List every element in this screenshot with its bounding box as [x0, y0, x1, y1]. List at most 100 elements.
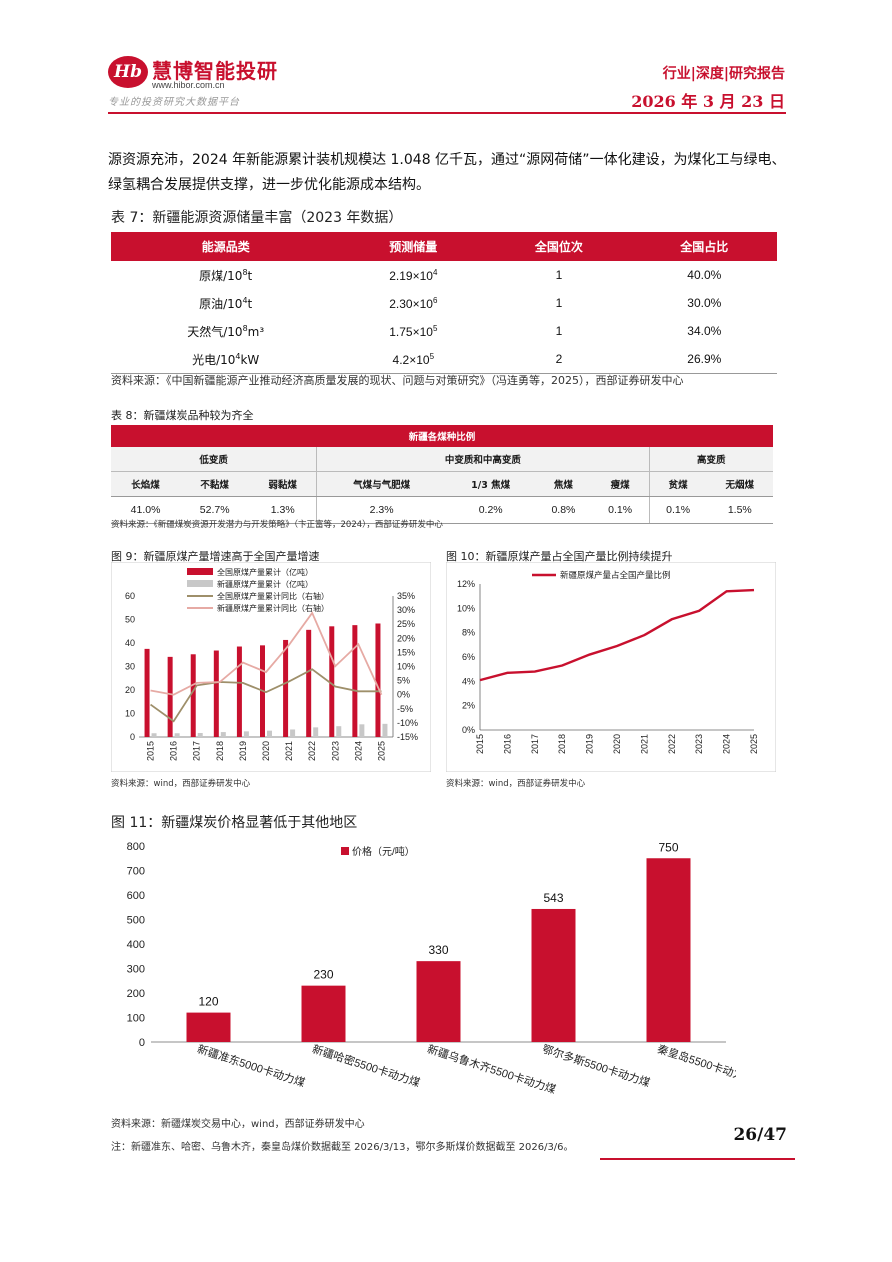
- header-divider: [108, 112, 786, 114]
- fig11-title: 图 11：新疆煤炭价格显著低于其他地区: [111, 815, 358, 831]
- table8-type-row: 长焰煤 不黏煤 弱黏煤 气煤与气肥煤 1/3 焦煤 焦煤 瘦煤 贫煤 无烟煤: [111, 471, 773, 497]
- y-tick-label-left: 40: [125, 638, 135, 648]
- x-tick-label: 2017: [530, 734, 540, 754]
- fig10-chart: 0% 2% 4% 6% 8% 10% 12% 2015 2016 2017 2018 2019 2020…: [446, 562, 776, 772]
- table7-cell-share: 34.0%: [687, 324, 722, 338]
- logo-url: www.hibor.com.cn: [152, 80, 225, 90]
- name-unit: m³: [247, 324, 265, 339]
- table7-header: 预测储量: [340, 232, 487, 261]
- table7-cell-reserve: 2.19×104: [340, 261, 486, 289]
- name-base: 原煤/10: [199, 268, 243, 283]
- report-date: 2026 年 3 月 23 日: [631, 92, 785, 111]
- data-label: 543: [543, 891, 563, 905]
- bar-xinjiang: [220, 732, 226, 737]
- x-tick-label: 2023: [330, 741, 340, 761]
- y-tick-label: 200: [127, 988, 145, 1000]
- bar-national: [144, 648, 150, 737]
- name-unit: kW: [240, 352, 260, 367]
- table8-top-header-row: 新疆各煤种比例: [111, 425, 773, 447]
- data-label: 120: [198, 995, 218, 1009]
- table8-value: 1.3%: [249, 496, 318, 524]
- y-tick-label: 0: [139, 1037, 145, 1049]
- table8-value: 1.5%: [706, 496, 773, 524]
- y-tick-label: 6%: [462, 652, 475, 662]
- table7-row: 原煤/108t 2.19×104 1 40.0%: [111, 261, 777, 289]
- x-tick-label: 2016: [502, 734, 512, 754]
- table7-cell-reserve: 2.30×106: [340, 289, 486, 317]
- name-exp: 8: [242, 267, 248, 277]
- x-tick-label: 2022: [307, 741, 317, 761]
- x-tick-label: 2018: [557, 734, 567, 754]
- y-tick-label-right: 20%: [397, 633, 415, 643]
- table8-value: 0.1%: [649, 496, 707, 524]
- reserve-base: 2.19×10: [389, 268, 433, 283]
- fig9-title: 图 9：新疆原煤产量增速高于全国产量增速: [111, 550, 320, 563]
- table8-value: 41.0%: [111, 496, 181, 524]
- x-tick-label: 鄂尔多斯5500卡动力煤: [541, 1042, 652, 1090]
- bar-national: [329, 626, 335, 737]
- price-bar: [186, 1012, 231, 1042]
- y-tick-label-right: -10%: [397, 718, 418, 728]
- bar-xinjiang: [151, 733, 157, 737]
- y-tick-label: 500: [127, 915, 145, 927]
- table7: 能源品类 预测储量 全国位次 全国占比 原煤/108t 2.19×104 1 40.0…: [111, 232, 777, 374]
- legend-swatch: [187, 580, 213, 587]
- reserve-base: 2.30×10: [389, 296, 433, 311]
- table8-title: 表 8：新疆煤炭品种较为齐全: [111, 409, 254, 422]
- table8-source: 资料来源：《新疆煤炭资源开发潜力与开发策略》（卞正富等，2024），西部证券研发…: [111, 520, 443, 530]
- name-unit: t: [247, 296, 253, 311]
- x-tick-label: 2020: [261, 741, 271, 761]
- table7-row: 光电/104kW 4.2×105 2 26.9%: [111, 345, 777, 374]
- bar-national: [375, 623, 381, 737]
- y-tick-label-right: -5%: [397, 704, 413, 714]
- line-xinjiang-yoy: [150, 611, 383, 696]
- y-tick-label-right: 10%: [397, 662, 415, 672]
- table7-header-row: 能源品类 预测储量 全国位次 全国占比: [111, 232, 777, 261]
- x-tick-label: 秦皇岛5500卡动力煤: [656, 1042, 736, 1087]
- x-tick-label: 2025: [749, 734, 759, 754]
- logo-slogan: 专业的投资研究大数据平台: [108, 97, 240, 108]
- y-tick-label: 10%: [457, 603, 475, 613]
- legend-label: 全国原煤产量累计同比（右轴）: [217, 591, 329, 601]
- y-tick-label: 800: [127, 841, 145, 853]
- y-tick-label: 8%: [462, 628, 475, 638]
- name-base: 原油/10: [199, 296, 243, 311]
- logo-icon: Hb: [108, 56, 148, 88]
- bar-xinjiang: [313, 727, 319, 737]
- bar-national: [306, 629, 312, 737]
- x-tick-label: 2019: [238, 741, 248, 761]
- table8-value: 0.1%: [591, 496, 650, 524]
- y-tick-label-right: 35%: [397, 591, 415, 601]
- y-tick-label-left: 60: [125, 591, 135, 601]
- x-tick-label: 2023: [694, 734, 704, 754]
- table7-cell-rank: 1: [555, 324, 563, 338]
- price-bar: [416, 961, 461, 1042]
- table8-type: 不黏煤: [180, 471, 250, 497]
- fig11-note: 注：新疆准东、哈密、乌鲁木齐，秦皇岛煤价数据截至 2026/3/13，鄂尔多斯煤…: [111, 1142, 574, 1153]
- table7-source: 资料来源：《中国新疆能源产业推动经济高质量发展的现状、问题与对策研究》（冯连勇等…: [111, 374, 684, 387]
- table8-value: 0.8%: [535, 496, 592, 524]
- price-bar: [531, 908, 576, 1042]
- table8-type: 1/3 焦煤: [446, 471, 536, 497]
- y-tick-label: 400: [127, 939, 145, 951]
- y-tick-label-right: 25%: [397, 619, 415, 629]
- fig11-chart: 0 100 200 300 400 500 600 700 800 120 新疆准东5000卡动力煤…: [127, 840, 736, 1096]
- table8-value: 52.7%: [180, 496, 250, 524]
- price-bar: [301, 985, 346, 1042]
- intro-paragraph: 源资源充沛，2024 年新能源累计装机规模达 1.048 亿千瓦，通过“源网荷储…: [108, 152, 786, 193]
- table8-value-row: 41.0% 52.7% 1.3% 2.3% 0.2% 0.8% 0.1% 0.1% 1.5%: [111, 496, 773, 524]
- bar-xinjiang: [359, 724, 365, 737]
- table8-group: 高变质: [649, 447, 773, 472]
- y-tick-label-left: 20: [125, 685, 135, 695]
- reserve-exp: 4: [432, 267, 438, 277]
- bar-xinjiang: [290, 729, 296, 737]
- fig9-chart: 0 10 20 30 40 50 60 -15% -10% -5% 0% 5% 10% 15% 20% 25%…: [111, 562, 431, 772]
- reserve-base: 4.2×10: [392, 352, 430, 367]
- y-tick-label-right: 30%: [397, 605, 415, 615]
- name-base: 光电/10: [192, 352, 236, 367]
- fig10-source: 资料来源：wind，西部证券研发中心: [446, 779, 586, 789]
- table8-value: 0.2%: [446, 496, 536, 524]
- table7-cell-name: 天然气/108m³: [111, 317, 340, 345]
- y-tick-label: 12%: [457, 579, 475, 589]
- x-tick-label: 2021: [639, 734, 649, 754]
